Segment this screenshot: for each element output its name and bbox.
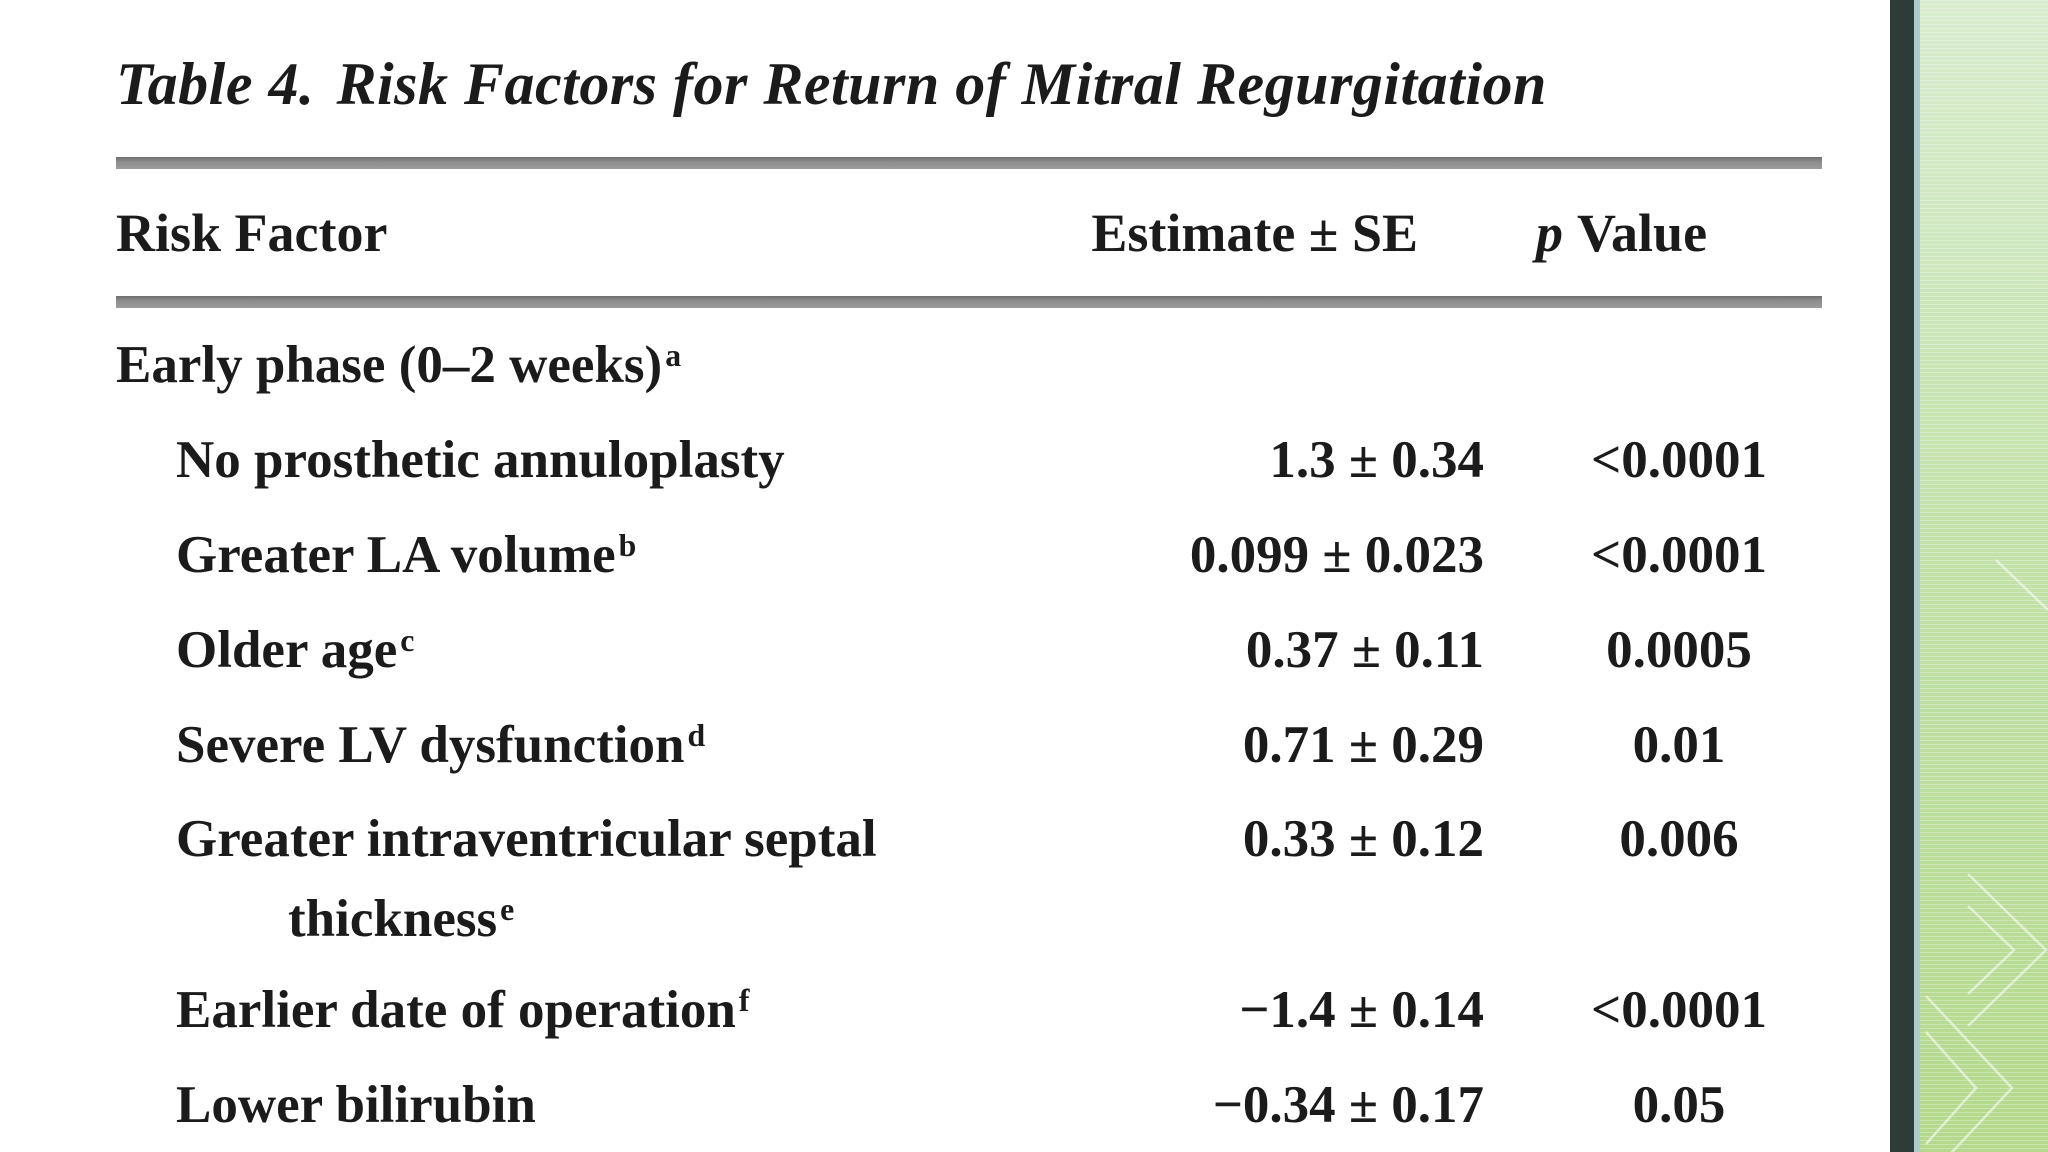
p-value-header-italic-p: p (1536, 202, 1563, 263)
col-header-p-value: p Value (1418, 202, 1822, 264)
table-row: Greater LA volumeb 0.099 ± 0.023 <0.0001 (116, 508, 1822, 603)
table-row-section: Early phase (0–2 weeks)a (116, 318, 1822, 413)
row-label-line1: Greater intraventricular septal (176, 810, 877, 868)
col-header-risk-factor: Risk Factor (116, 202, 388, 263)
col-header-estimate-se: Estimate ± SE (1091, 202, 1418, 263)
row-superscript: c (400, 623, 415, 659)
p-value-header-rest: Value (1577, 202, 1708, 263)
row-superscript: e (500, 892, 515, 928)
row-p-value: 0.05 (1632, 1076, 1726, 1134)
row-p-value: 0.006 (1619, 810, 1739, 868)
side-accent-strip (1914, 0, 1920, 1152)
row-p-value: <0.0001 (1591, 431, 1767, 489)
header-rule (116, 296, 1822, 308)
row-label: Older agec (176, 621, 415, 679)
row-estimate: 0.099 ± 0.023 (1189, 526, 1484, 584)
table-header-row: Risk Factor Estimate ± SE p Value (116, 169, 1822, 296)
table-body: Early phase (0–2 weeks)a No prosthetic a… (116, 318, 1822, 1152)
table-row-two-line: Greater intraventricular septal thicknes… (116, 793, 1822, 963)
table-title: Table 4. Risk Factors for Return of Mitra… (116, 48, 1822, 120)
row-p-value: <0.0001 (1591, 526, 1767, 584)
row-label: Greater intraventricular septal thicknes… (116, 799, 1084, 963)
row-estimate (1084, 318, 1484, 413)
table-row: No prosthetic annuloplasty 1.3 ± 0.34 <0… (116, 413, 1822, 508)
row-superscript: d (687, 718, 706, 754)
table-row: Earlier date of operationf −1.4 ± 0.14 <… (116, 963, 1822, 1058)
title-rule (116, 157, 1822, 169)
row-label: Earlier date of operationf (176, 981, 750, 1039)
row-p-value: <0.0001 (1591, 981, 1767, 1039)
row-estimate: 1.3 ± 0.34 (1269, 431, 1484, 489)
row-label: No prosthetic annuloplasty (176, 431, 785, 489)
row-label: Lower bilirubin (176, 1076, 536, 1134)
table-row: Lower bilirubin −0.34 ± 0.17 0.05 (116, 1058, 1822, 1152)
row-superscript: f (738, 983, 750, 1019)
table-title-text: Risk Factors for Return of Mitral Regurg… (336, 51, 1547, 117)
row-label-line2: thicknesse (288, 890, 515, 948)
row-estimate: −0.34 ± 0.17 (1212, 1076, 1484, 1134)
row-label: Severe LV dysfunctiond (176, 716, 706, 774)
table-title-number: Table 4. (116, 51, 315, 117)
row-label: Greater LA volumeb (176, 526, 637, 584)
row-estimate: 0.71 ± 0.29 (1242, 716, 1484, 774)
row-estimate: −1.4 ± 0.14 (1239, 981, 1484, 1039)
chevron-decor-icon (1925, 559, 2048, 1152)
row-estimate: 0.37 ± 0.11 (1245, 621, 1484, 679)
table-row: Severe LV dysfunctiond 0.71 ± 0.29 0.01 (116, 698, 1822, 793)
row-p-value (1484, 318, 1822, 413)
table-region: Table 4. Risk Factors for Return of Mitra… (116, 0, 1822, 1152)
side-dark-bar (1890, 0, 1914, 1152)
row-estimate: 0.33 ± 0.12 (1242, 810, 1484, 868)
row-superscript: a (665, 338, 682, 374)
table-row: Older agec 0.37 ± 0.11 0.0005 (116, 603, 1822, 698)
side-green-panel (1920, 0, 2048, 1152)
row-p-value: 0.01 (1632, 716, 1726, 774)
row-p-value: 0.0005 (1606, 621, 1752, 679)
row-label: Early phase (0–2 weeks)a (116, 336, 682, 394)
row-superscript: b (618, 528, 637, 564)
